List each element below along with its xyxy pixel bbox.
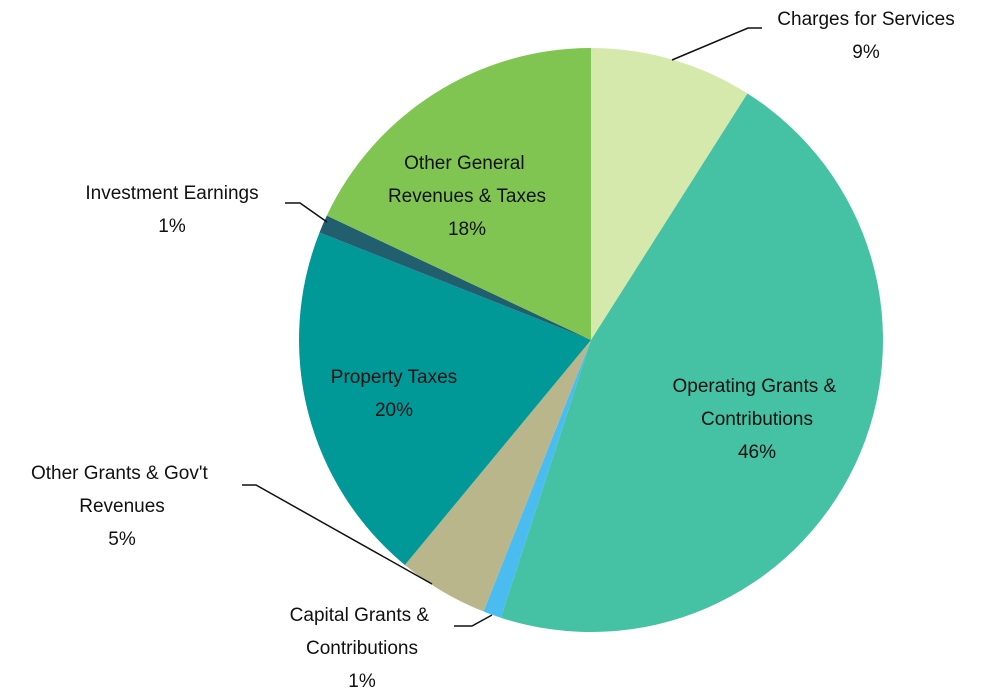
slice-label: Other Grants & Gov't Revenues [31, 463, 213, 517]
pie-slice [299, 232, 591, 565]
slice-label: Charges for Services [777, 9, 954, 30]
pie-slice [591, 48, 748, 340]
label-line: Other Grants & Gov't [31, 463, 213, 484]
label-line: Operating Grants & [673, 376, 842, 397]
slice-label: Other General Revenues & Taxes [388, 153, 546, 207]
slice-label: Property Taxes [331, 367, 457, 388]
label-line: Charges for Services [777, 9, 954, 30]
value-label: 1% [158, 216, 186, 237]
slice-label: Capital Grants & Contributions [290, 605, 435, 659]
value-label: 46% [738, 442, 776, 463]
slices [299, 48, 884, 633]
value-label: 9% [852, 42, 880, 63]
label-line: Capital Grants & [290, 605, 435, 626]
label-line: Contributions [701, 409, 813, 430]
slice-label: Operating Grants & Contributions [673, 376, 842, 430]
value-label: 1% [348, 671, 376, 692]
value-label: 18% [448, 219, 486, 240]
label-line: Revenues [79, 496, 165, 517]
value-label: 5% [108, 529, 136, 550]
label-line: Revenues & Taxes [388, 186, 546, 207]
leader-line [454, 614, 493, 627]
slice-label: Investment Earnings [85, 183, 258, 204]
pie-slice [319, 215, 591, 340]
leader-line [671, 27, 762, 61]
pie-slice [483, 340, 591, 618]
leader-line [285, 202, 328, 223]
leader-lines [242, 27, 762, 627]
label-line: Other General [404, 153, 530, 174]
label-line: Contributions [306, 638, 418, 659]
value-label: 20% [375, 400, 413, 421]
label-line: Property Taxes [331, 367, 457, 388]
leader-line [242, 484, 433, 585]
pie-slice [326, 48, 591, 340]
labels: Charges for Services 9% Operating Grants &… [31, 9, 955, 692]
pie-slice [404, 340, 591, 612]
label-line: Investment Earnings [85, 183, 258, 204]
pie-slice [500, 93, 884, 633]
